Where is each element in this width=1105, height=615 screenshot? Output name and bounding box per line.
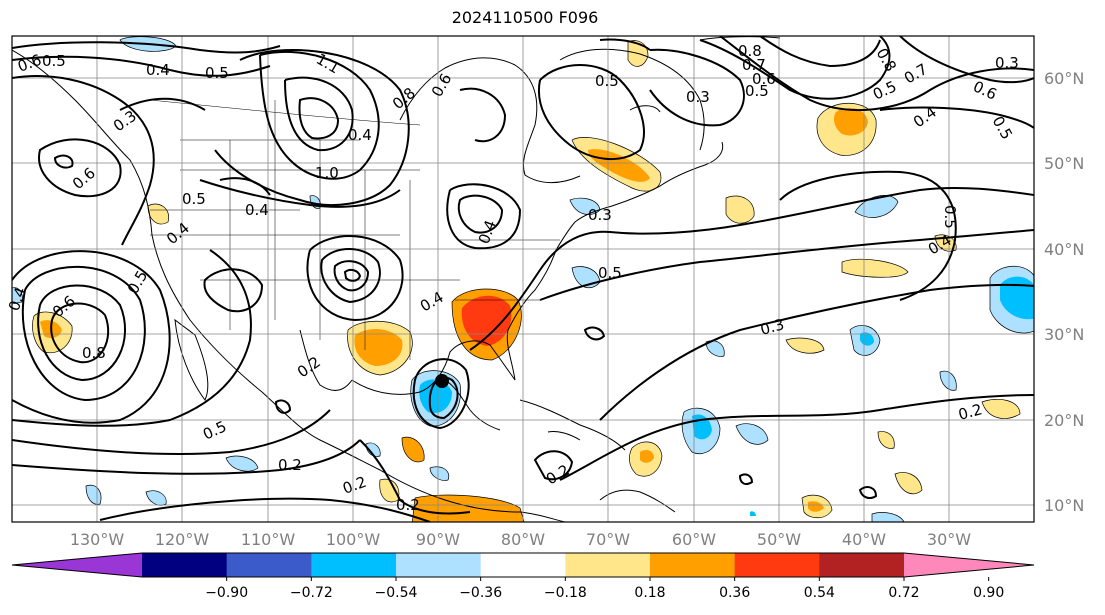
- shade-negative: [750, 511, 756, 516]
- shade-positive: [785, 337, 825, 354]
- shade-negative: [735, 423, 769, 445]
- shade-positive: [834, 107, 868, 136]
- shade-negative: [225, 455, 259, 472]
- shade-positive: [725, 195, 755, 224]
- longitude-label: 30°W: [927, 530, 971, 549]
- colorbar-tick-label: −0.54: [375, 585, 418, 601]
- shade-negative: [429, 466, 450, 481]
- colorbar-tick-label: −0.90: [205, 585, 248, 601]
- colorbar-tick-labels: −0.90 −0.72 −0.54 −0.36 −0.18 0.18 0.36 0.54 0.7…: [205, 577, 1004, 601]
- shade-positive: [981, 399, 1021, 419]
- colorbar-segment: [480, 553, 566, 577]
- colorbar-extend-low: [12, 553, 142, 577]
- longitude-labels: 130°W 120°W 110°W 100°W 90°W 80°W 70°W 6…: [70, 530, 971, 549]
- shade-negative: [939, 370, 957, 391]
- contour-label: 0.5: [595, 72, 619, 90]
- contour-lines: [12, 36, 1034, 522]
- shade-negative: [705, 340, 725, 357]
- shade-positive: [401, 436, 425, 463]
- contour-label: 0.5: [182, 190, 206, 208]
- longitude-label: 40°W: [842, 530, 886, 549]
- contour-label: 0.4: [146, 61, 170, 79]
- colorbar-segment: [396, 553, 482, 577]
- longitude-label: 60°W: [672, 530, 716, 549]
- longitude-label: 90°W: [416, 530, 460, 549]
- shade-negative: [871, 512, 905, 522]
- longitude-label: 100°W: [326, 530, 381, 549]
- shade-negative: [12, 287, 23, 305]
- map-title: 2024110500 F096: [451, 8, 599, 27]
- contour-label: 0.7: [742, 56, 766, 74]
- contour-label: 0.4: [348, 126, 372, 144]
- colorbar-extend-high: [904, 553, 1034, 577]
- contour-label: 0.3: [686, 88, 710, 106]
- colorbar-segment: [734, 553, 820, 577]
- latitude-label: 40°N: [1044, 240, 1084, 259]
- colorbar: −0.90 −0.72 −0.54 −0.36 −0.18 0.18 0.36 0.54 0.7…: [11, 552, 1035, 601]
- contour-label: 0.3: [995, 54, 1019, 72]
- shade-positive: [354, 328, 403, 366]
- shade-positive: [588, 149, 650, 182]
- longitude-label: 80°W: [501, 530, 545, 549]
- latitude-label: 20°N: [1044, 411, 1084, 430]
- shade-negative: [145, 490, 167, 506]
- shade-negative: [365, 442, 381, 457]
- colorbar-tick-label: −0.72: [290, 585, 333, 601]
- shade-negative: [1000, 276, 1034, 320]
- colorbar-segment: [565, 553, 651, 577]
- contour-label: 0.3: [588, 206, 612, 224]
- colorbar-tick-label: 0.54: [804, 585, 835, 601]
- shade-positive: [877, 431, 895, 449]
- colorbar-segment: [311, 553, 397, 577]
- contour-label: 0.2: [278, 456, 302, 474]
- shade-positive: [808, 501, 824, 512]
- colorbar-tick-label: 0.90: [973, 585, 1004, 601]
- colorbar-tick-label: −0.18: [544, 585, 587, 601]
- colorbar-tick-label: −0.36: [459, 585, 502, 601]
- colorbar-segment: [226, 553, 312, 577]
- contour-label: 0.2: [396, 496, 420, 514]
- longitude-label: 70°W: [586, 530, 630, 549]
- contour-label: 0.5: [42, 52, 66, 70]
- contour-label: 1.0: [315, 164, 339, 182]
- colorbar-segment: [819, 553, 905, 577]
- shade-positive: [147, 203, 170, 225]
- contour-label: 0.5: [745, 82, 769, 100]
- longitude-label: 120°W: [155, 530, 210, 549]
- colorbar-tick-label: 0.18: [634, 585, 665, 601]
- colorbar-segment: [650, 553, 736, 577]
- contour-label: 0.3: [758, 315, 786, 339]
- contour-label: 0.8: [738, 42, 762, 60]
- longitude-label: 130°W: [70, 530, 125, 549]
- shade-positive: [894, 472, 923, 495]
- latitude-label: 10°N: [1044, 496, 1084, 515]
- contour-label: 0.5: [941, 205, 959, 229]
- longitude-label: 110°W: [241, 530, 296, 549]
- latitude-label: 50°N: [1044, 154, 1084, 173]
- contour-label: 0.6: [752, 70, 776, 88]
- contour-label: 0.5: [598, 264, 622, 282]
- latitude-label: 30°N: [1044, 325, 1084, 344]
- shade-positive: [461, 295, 512, 346]
- shade-positive: [640, 450, 654, 463]
- shade-positive: [411, 494, 525, 522]
- coastlines: [12, 36, 781, 522]
- contour-label: 0.8: [82, 344, 106, 362]
- colorbar-outline: [11, 552, 1035, 578]
- contour-label: 0.2: [956, 400, 984, 424]
- colorbar-segments: [11, 552, 1035, 578]
- contour-label: 0.4: [245, 201, 269, 219]
- contour-label: 0.5: [205, 64, 229, 82]
- low-center-marker: [435, 374, 449, 388]
- longitude-label: 50°W: [757, 530, 801, 549]
- map-border: [11, 35, 1035, 523]
- colorbar-tick-label: 0.72: [888, 585, 919, 601]
- latitude-label: 60°N: [1044, 69, 1084, 88]
- colorbar-tick-label: 0.36: [719, 585, 750, 601]
- latitude-labels: 10°N 20°N 30°N 40°N 50°N 60°N: [1044, 69, 1084, 515]
- colorbar-segment: [142, 553, 228, 577]
- shade-negative: [860, 332, 874, 346]
